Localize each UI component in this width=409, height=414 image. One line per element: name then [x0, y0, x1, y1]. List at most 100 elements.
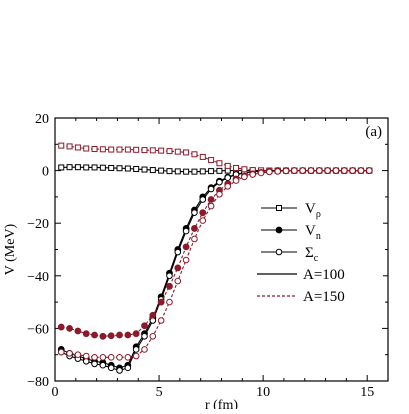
legend-marker [275, 248, 283, 256]
data-point [133, 166, 140, 173]
legend-box [253, 196, 383, 311]
data-point [91, 146, 98, 153]
data-point [199, 168, 206, 175]
legend-label: Vn [305, 223, 321, 242]
data-point [349, 167, 356, 174]
data-point [340, 167, 348, 174]
series-A150-Sigma_c [57, 167, 373, 361]
data-point [208, 157, 215, 164]
data-point [166, 272, 173, 280]
data-point [216, 178, 223, 186]
data-point [107, 364, 115, 372]
data-point [149, 167, 156, 174]
data-point [141, 166, 148, 173]
data-point [141, 147, 148, 154]
data-point [249, 171, 257, 178]
data-point [207, 202, 215, 210]
data-point [116, 331, 123, 339]
x-tick-label: 15 [360, 385, 374, 400]
data-point [174, 264, 182, 272]
data-point [58, 142, 65, 149]
data-point [57, 348, 65, 356]
data-point [174, 148, 181, 155]
data-point [232, 177, 240, 184]
data-point [191, 235, 198, 243]
y-tick-label: 20 [35, 112, 49, 127]
data-point [357, 167, 365, 174]
data-point [332, 167, 340, 174]
data-point [191, 151, 198, 158]
legend-entry-A100: A=100 [257, 267, 345, 283]
data-point [116, 146, 123, 153]
data-point [207, 185, 215, 193]
data-point [233, 164, 240, 171]
data-point [132, 330, 140, 338]
data-point [199, 153, 206, 160]
data-point [174, 277, 182, 285]
legend-label-main: V [305, 223, 316, 239]
y-tick-label: −40 [27, 270, 49, 285]
data-point [66, 143, 73, 150]
legend-entry-open-square: Vρ [261, 201, 321, 220]
data-point [191, 209, 198, 216]
data-point [124, 331, 132, 339]
data-point [124, 146, 131, 153]
legend-label-main: V [305, 201, 316, 217]
data-point [149, 147, 156, 154]
data-point [274, 168, 281, 175]
data-point [216, 190, 223, 198]
series-line [61, 145, 370, 172]
data-point [199, 196, 207, 203]
data-point [207, 196, 215, 203]
legend-label: Vρ [305, 201, 321, 220]
data-point [141, 346, 148, 353]
data-point [191, 168, 198, 175]
data-point [166, 282, 173, 290]
data-point [116, 354, 123, 361]
data-point [99, 332, 107, 340]
data-point [83, 164, 90, 171]
data-point [99, 354, 107, 361]
series-layer [57, 142, 373, 374]
data-point [116, 165, 123, 172]
legend-marker [276, 205, 282, 211]
y-tick-label: −60 [27, 322, 49, 337]
data-point [166, 298, 173, 306]
data-point [158, 167, 165, 174]
data-point [307, 167, 315, 174]
y-tick-label: 0 [42, 165, 49, 180]
data-point [266, 168, 273, 176]
y-axis-title: V (MeV) [3, 223, 18, 275]
data-point [82, 352, 90, 360]
data-point [191, 225, 198, 232]
legend-label-sub: n [316, 231, 321, 242]
data-point [216, 167, 223, 174]
data-point [174, 168, 181, 175]
data-point [182, 256, 190, 264]
data-point [157, 298, 165, 306]
data-point [166, 168, 173, 175]
data-point [365, 167, 373, 174]
data-point [282, 167, 290, 175]
data-point [166, 148, 173, 155]
legend-label: A=100 [303, 267, 345, 283]
data-point [124, 354, 132, 361]
data-point [158, 147, 165, 154]
data-point [141, 322, 148, 330]
data-point [216, 160, 223, 167]
data-point [132, 346, 140, 353]
x-tick-label: 5 [156, 385, 163, 400]
data-point [257, 169, 265, 177]
legend-entry-A150: A=150 [257, 289, 345, 305]
data-point [208, 168, 215, 175]
x-tick-label: 0 [52, 385, 59, 400]
data-point [107, 332, 115, 340]
data-point [141, 332, 148, 340]
legend-label: Σc [305, 245, 319, 264]
legend-label-sub: c [314, 253, 319, 264]
data-point [83, 145, 90, 152]
x-axis-title: r (fm) [205, 398, 238, 409]
data-point [224, 183, 232, 190]
data-point [183, 168, 190, 175]
panel-label: (a) [365, 124, 382, 140]
